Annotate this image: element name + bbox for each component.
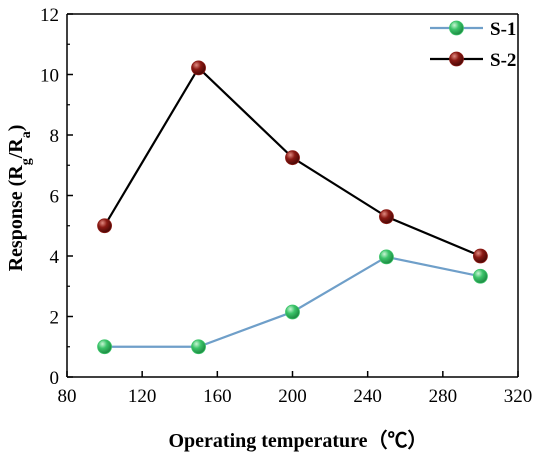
x-tick-label: 200 bbox=[278, 386, 307, 407]
y-tick-label: 8 bbox=[50, 126, 60, 147]
x-tick-label: 120 bbox=[128, 386, 157, 407]
x-tick-label: 240 bbox=[353, 386, 382, 407]
y-ticks: 0 2 4 6 8 10 12 bbox=[40, 5, 73, 389]
y-tick-label: 2 bbox=[50, 308, 60, 329]
data-point-s-1 bbox=[379, 249, 394, 265]
data-point-s-2 bbox=[191, 60, 206, 76]
series-line-s-1 bbox=[104, 255, 481, 348]
x-ticks: 80 120 160 200 240 280 320 bbox=[58, 371, 533, 407]
legend-marker-s-1 bbox=[449, 20, 464, 36]
data-point-s-2 bbox=[97, 218, 112, 234]
y-tick-label: 4 bbox=[50, 247, 60, 268]
legend-label-s-1: S-1 bbox=[490, 19, 516, 40]
axes: 80 120 160 200 240 280 320 0 2 4 6 8 10 12 bbox=[40, 5, 532, 407]
data-point-s-1 bbox=[191, 339, 206, 355]
y-tick-label: 6 bbox=[50, 187, 60, 208]
y-axis-title-mid: /R bbox=[5, 138, 27, 160]
series-layer bbox=[97, 60, 488, 355]
data-point-s-2 bbox=[379, 209, 394, 225]
data-point-s-1 bbox=[473, 268, 488, 284]
data-point-s-1 bbox=[97, 339, 112, 355]
x-axis-title: Operating temperature（℃） bbox=[168, 429, 427, 452]
x-tick-label: 160 bbox=[203, 386, 232, 407]
y-axis-title-sub-a: a bbox=[19, 131, 34, 138]
y-tick-label: 12 bbox=[40, 5, 59, 26]
legend-marker-s-2 bbox=[449, 51, 464, 67]
y-axis-title: Response (Rg/Ra) bbox=[5, 125, 34, 272]
data-point-s-1 bbox=[285, 304, 300, 320]
x-tick-label: 280 bbox=[429, 386, 458, 407]
y-tick-label: 10 bbox=[40, 66, 59, 87]
y-tick-label: 0 bbox=[50, 368, 60, 389]
legend-label-s-2: S-2 bbox=[490, 50, 516, 71]
y-axis-title-sub-g: g bbox=[19, 158, 34, 165]
legend: S-1S-2 bbox=[430, 19, 516, 71]
y-axis-title-suffix: ) bbox=[5, 125, 27, 132]
data-point-s-2 bbox=[285, 150, 300, 166]
data-point-s-2 bbox=[473, 248, 488, 264]
x-tick-label: 80 bbox=[58, 386, 77, 407]
x-tick-label: 320 bbox=[504, 386, 533, 407]
y-axis-title-prefix: Response (R bbox=[5, 165, 27, 272]
